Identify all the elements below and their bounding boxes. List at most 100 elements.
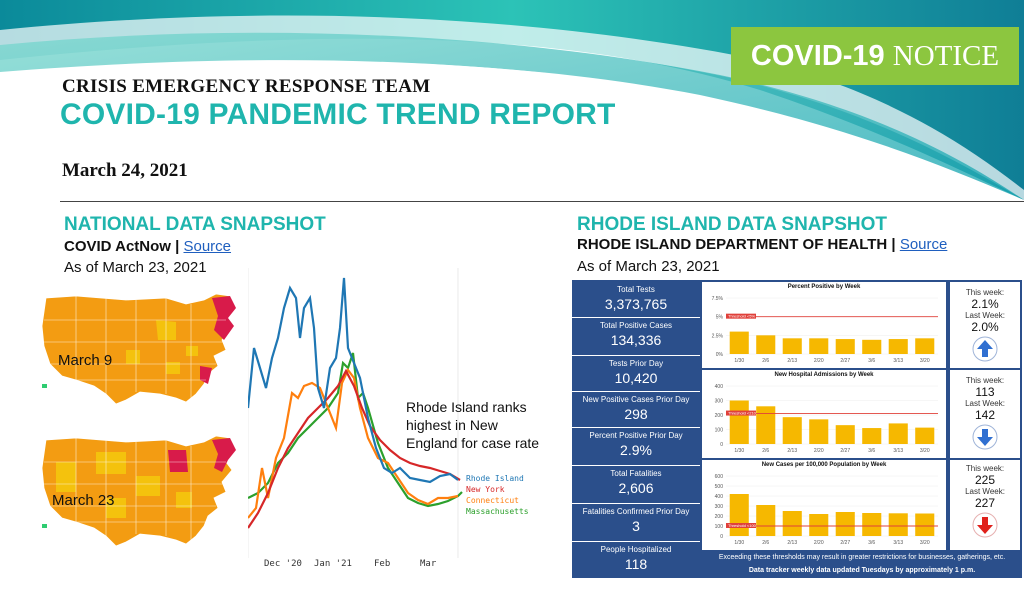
x-tick-feb: Feb — [374, 559, 390, 569]
bar — [782, 511, 802, 536]
y-tick-label: 500 — [715, 484, 724, 490]
series-line-connecticut — [248, 367, 459, 519]
trend-up-arrow-icon — [972, 336, 998, 362]
bar — [835, 339, 855, 354]
map2-label: March 23 — [52, 492, 115, 509]
trend-down-red-arrow-icon — [972, 512, 998, 538]
bar — [809, 338, 829, 354]
bar — [756, 406, 776, 444]
series-line-massachusetts — [248, 352, 463, 508]
kpi-label: Percent Positive Prior Day — [589, 431, 683, 440]
national-source-link[interactable]: Source — [183, 238, 232, 255]
kpi-label: Tests Prior Day — [608, 359, 664, 368]
x-tick-label: 1/30 — [734, 358, 744, 364]
threshold-note: Exceeding these thresholds may result in… — [718, 554, 1006, 561]
bar — [888, 339, 908, 354]
panel-percent-positive: Percent Positive by Week 7.5% 5% 2.5% 0% 1/3… — [702, 282, 946, 368]
divider — [60, 201, 1024, 202]
national-as-of: As of March 23, 2021 — [64, 259, 207, 276]
x-tick-label: 2/20 — [814, 540, 824, 546]
bar — [862, 339, 882, 354]
ri-source-link[interactable]: Source — [899, 236, 948, 253]
trend-down-arrow-icon — [972, 424, 998, 450]
kpi-fatalities-prior-day: Fatalities Confirmed Prior Day 3 — [572, 504, 700, 542]
side-stats-percent-positive: This week: 2.1% Last Week: 2.0% — [950, 282, 1020, 368]
y-tick-label: 300 — [715, 399, 724, 405]
ri-source-prefix: RHODE ISLAND DEPARTMENT OF HEALTH | — [577, 236, 896, 253]
kpi-tests-prior-day: Tests Prior Day 10,420 — [572, 356, 700, 392]
x-tick-label: 3/20 — [920, 358, 930, 364]
kpi-total-positive-cases: Total Positive Cases 134,336 — [572, 318, 700, 356]
national-source-line: COVID ActNow | Source — [64, 238, 231, 255]
kpi-new-positive-prior-day: New Positive Cases Prior Day 298 — [572, 392, 700, 428]
ri-as-of: As of March 23, 2021 — [577, 258, 720, 275]
kpi-total-fatalities: Total Fatalities 2,606 — [572, 466, 700, 504]
kpi-value: 298 — [624, 406, 648, 422]
bar — [915, 513, 935, 536]
bar-chart-hospital-admissions: 400 300 200 100 0 1/30 2/6 2/13 2/20 2/27 3/6 3/13 3… — [715, 384, 938, 454]
legend-connecticut: Connecticut — [466, 496, 519, 505]
kpi-value: 134,336 — [610, 332, 662, 348]
x-tick-label: 1/30 — [734, 540, 744, 546]
us-risk-map-march-23 — [41, 435, 237, 547]
x-tick-label: 3/6 — [868, 358, 875, 364]
bar — [835, 512, 855, 536]
kpi-people-hospitalized: People Hospitalized 118 — [572, 542, 700, 578]
series-line-rhode-island — [248, 277, 459, 484]
threshold-tag — [726, 313, 756, 319]
y-tick-label: 0 — [720, 442, 723, 448]
kpi-total-tests: Total Tests 3,373,765 — [572, 282, 700, 318]
y-tick-label: 100 — [715, 524, 724, 530]
bar — [888, 513, 908, 536]
ri-source-line: RHODE ISLAND DEPARTMENT OF HEALTH | Sour… — [577, 236, 947, 253]
national-source-prefix: COVID ActNow | — [64, 238, 180, 255]
x-tick-label: 2/6 — [762, 540, 769, 546]
panel-title: New Hospital Admissions by Week — [774, 372, 874, 378]
y-tick-label: 0% — [716, 352, 724, 358]
y-tick-label: 200 — [715, 413, 724, 419]
update-note: Data tracker weekly data updated Tuesday… — [748, 567, 976, 574]
this-week-label: This week: — [965, 464, 1005, 473]
x-tick-label: 2/13 — [787, 358, 797, 364]
threshold-tag — [726, 523, 756, 528]
this-week-value: 2.1% — [971, 297, 999, 311]
bar — [915, 427, 935, 444]
legend-new-york: New York — [466, 485, 505, 494]
y-tick-label: 0 — [720, 534, 723, 540]
notice-bold-text: COVID-19 — [750, 40, 885, 72]
x-tick-label: 2/13 — [787, 540, 797, 546]
x-tick-label: 3/6 — [868, 448, 875, 454]
bar — [729, 400, 749, 444]
y-tick-label: 400 — [715, 384, 724, 390]
ri-ranking-annotation: Rhode Island ranks highest in New Englan… — [406, 399, 540, 451]
kpi-label: Total Positive Cases — [599, 321, 673, 330]
kpi-value: 10,420 — [614, 370, 658, 386]
bar — [862, 428, 882, 444]
y-tick-label: 600 — [715, 474, 724, 480]
x-tick-label: 3/6 — [868, 540, 875, 546]
bar — [729, 494, 749, 536]
bar — [809, 419, 829, 444]
side-stats-new-cases: This week: 225 Last Week: 227 — [950, 460, 1020, 550]
kpi-label: New Positive Cases Prior Day — [582, 395, 690, 404]
bar-chart-percent-positive: 7.5% 5% 2.5% 0% 1/30 2/6 2/13 2/20 2/27 3/6 3/13 3/… — [712, 296, 938, 364]
x-tick-label: 3/20 — [920, 448, 930, 454]
national-section-title: NATIONAL DATA SNAPSHOT — [64, 214, 326, 235]
legend-rhode-island: Rhode Island — [466, 474, 524, 483]
bar — [888, 423, 908, 444]
y-tick-label: 200 — [715, 514, 724, 520]
last-week-label: Last Week: — [965, 399, 1005, 408]
bar — [756, 335, 776, 354]
kpi-value: 3,373,765 — [604, 296, 668, 312]
y-tick-label: 7.5% — [712, 296, 724, 302]
y-tick-label: 100 — [715, 428, 724, 434]
bar — [756, 505, 776, 536]
national-case-trend-chart: Rhode Island New York Connecticut Massac… — [248, 268, 529, 569]
legend-massachusetts: Massachusetts — [466, 507, 529, 516]
threshold-tag — [726, 410, 756, 416]
bar — [782, 417, 802, 444]
x-tick-label: 2/6 — [762, 358, 769, 364]
last-week-label: Last Week: — [965, 487, 1005, 496]
panel-title: Percent Positive by Week — [787, 284, 861, 290]
x-tick-label: 1/30 — [734, 448, 744, 454]
